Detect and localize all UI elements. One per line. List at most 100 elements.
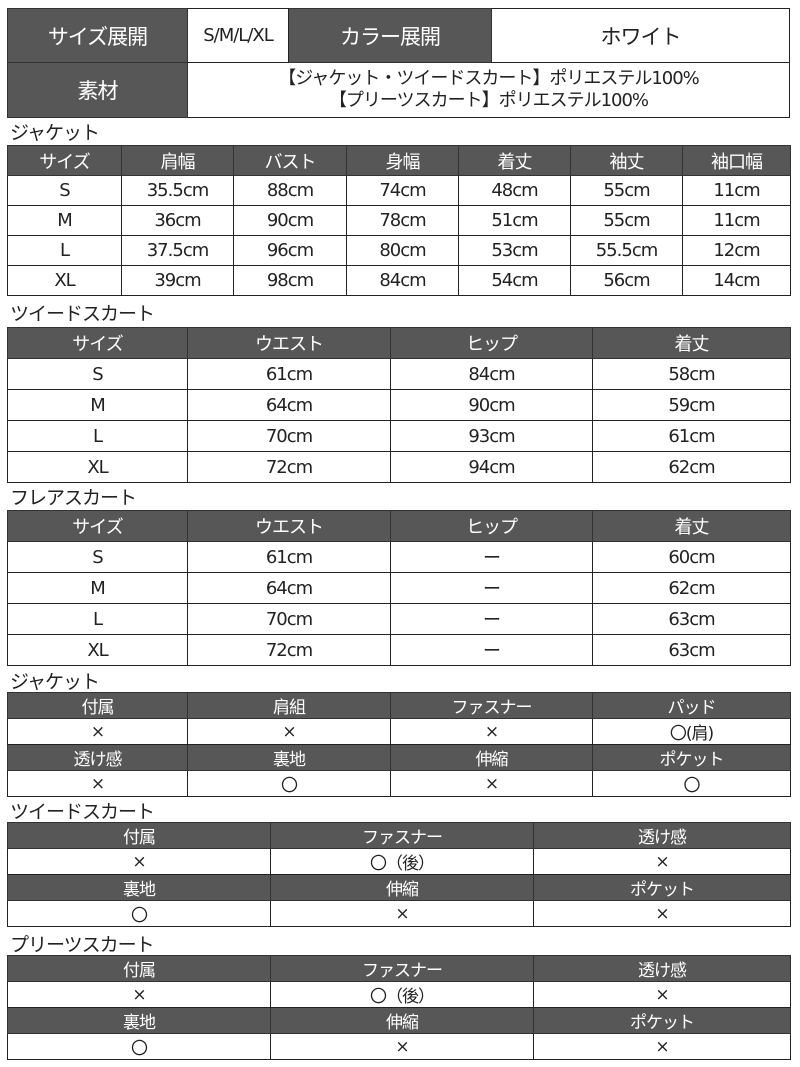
- material-line: 【プリーツスカート】ポリエステル100%: [328, 90, 649, 111]
- attribute-value: ×: [533, 981, 791, 1008]
- attribute-header: 付属: [7, 822, 271, 849]
- measure-cell: 14cm: [682, 265, 791, 296]
- measure-cell: 96cm: [233, 235, 347, 266]
- table-row: M 36cm 90cm 78cm 51cm 55cm 11cm: [7, 205, 791, 236]
- attribute-value: 〇(肩): [592, 718, 791, 745]
- size-cell: XL: [7, 451, 188, 483]
- attribute-value: 〇（後）: [270, 848, 534, 875]
- value-row: × 〇（後） ×: [7, 981, 791, 1008]
- size-cell: M: [7, 205, 122, 236]
- measure-cell: 64cm: [187, 389, 391, 421]
- attribute-header: 裏地: [7, 874, 271, 901]
- measure-cell: 39cm: [121, 265, 234, 296]
- measure-cell: 70cm: [187, 603, 391, 635]
- column-header: 袖口幅: [682, 145, 791, 176]
- column-header: 着丈: [458, 145, 571, 176]
- measure-cell: 63cm: [592, 634, 791, 666]
- column-header: 着丈: [592, 327, 791, 359]
- measure-cell: 54cm: [458, 265, 571, 296]
- table-row: XL 72cm 94cm 62cm: [7, 451, 791, 483]
- section-title: ツイードスカート: [10, 303, 155, 325]
- attribute-header: 伸縮: [390, 744, 593, 771]
- column-header: サイズ: [7, 510, 188, 542]
- measure-cell: 55.5cm: [570, 235, 683, 266]
- column-header: バスト: [233, 145, 347, 176]
- attribute-header: ポケット: [533, 1007, 791, 1034]
- table-row: L 37.5cm 96cm 80cm 53cm 55.5cm 12cm: [7, 235, 791, 266]
- attribute-header: 肩組: [187, 692, 391, 719]
- measure-cell: 84cm: [390, 358, 593, 390]
- attribute-value: ×: [187, 718, 391, 745]
- attribute-value: ×: [7, 848, 271, 875]
- attribute-header: パッド: [592, 692, 791, 719]
- size-cell: XL: [7, 634, 188, 666]
- measure-cell: 94cm: [390, 451, 593, 483]
- measure-cell: 36cm: [121, 205, 234, 236]
- value-row: × × × 〇(肩): [7, 718, 791, 745]
- measure-cell: 78cm: [346, 205, 459, 236]
- value-row: × 〇 × 〇: [7, 770, 791, 797]
- column-header: ヒップ: [390, 510, 593, 542]
- measure-cell: 37.5cm: [121, 235, 234, 266]
- section-title: フレアスカート: [10, 487, 137, 509]
- measure-cell: 62cm: [592, 572, 791, 604]
- table-row: XL 72cm ー 63cm: [7, 634, 791, 666]
- attribute-value: ×: [7, 981, 271, 1008]
- section-title: ツイードスカート: [10, 801, 155, 823]
- attribute-value: ×: [533, 848, 791, 875]
- attribute-value: ×: [270, 1033, 534, 1060]
- table-row: S 61cm ー 60cm: [7, 541, 791, 573]
- measure-cell: 55cm: [570, 205, 683, 236]
- attribute-value: 〇: [7, 900, 271, 927]
- attribute-value: ×: [7, 718, 188, 745]
- measure-cell: 11cm: [682, 205, 791, 236]
- header-row: 裏地 伸縮 ポケット: [7, 1007, 791, 1034]
- size-table: サイズ ウエスト ヒップ 着丈 S 61cm ー 60cm M 64cm ー 62cm L 70cm ー 63…: [7, 510, 791, 666]
- measure-cell: 88cm: [233, 175, 347, 206]
- measure-cell: ー: [390, 603, 593, 635]
- attribute-header: 付属: [7, 955, 271, 982]
- measure-cell: 90cm: [390, 389, 593, 421]
- header-row: サイズ ウエスト ヒップ 着丈: [7, 510, 791, 542]
- table-row: L 70cm 93cm 61cm: [7, 420, 791, 452]
- column-header: サイズ: [7, 327, 188, 359]
- size-cell: L: [7, 235, 122, 266]
- attribute-value: 〇（後）: [270, 981, 534, 1008]
- attribute-table: 付属 ファスナー 透け感 × 〇（後） × 裏地 伸縮 ポケット〇 × ×: [7, 955, 791, 1060]
- material-line: 【ジャケット・ツイードスカート】ポリエステル100%: [278, 68, 700, 89]
- measure-cell: 12cm: [682, 235, 791, 266]
- table-row: M 64cm ー 62cm: [7, 572, 791, 604]
- header-row: サイズ 肩幅 バスト 身幅 着丈 袖丈 袖口幅: [7, 145, 791, 176]
- measure-cell: 74cm: [346, 175, 459, 206]
- attribute-table: 付属 肩組 ファスナー パッド × × × 〇(肩) 透け感 裏地 伸縮 ポケット × 〇 × 〇: [7, 692, 791, 797]
- size-range-value: S/M/L/XL: [187, 8, 289, 63]
- size-cell: S: [7, 541, 188, 573]
- table-row: S 61cm 84cm 58cm: [7, 358, 791, 390]
- size-cell: L: [7, 603, 188, 635]
- measure-cell: 55cm: [570, 175, 683, 206]
- material-label: 素材: [7, 62, 188, 118]
- size-cell: S: [7, 175, 122, 206]
- header-row: サイズ ウエスト ヒップ 着丈: [7, 327, 791, 359]
- measure-cell: 90cm: [233, 205, 347, 236]
- header-row: 透け感 裏地 伸縮 ポケット: [7, 744, 791, 771]
- measure-cell: 70cm: [187, 420, 391, 452]
- attribute-value: 〇: [7, 1033, 271, 1060]
- column-header: ウエスト: [187, 510, 391, 542]
- measure-cell: 93cm: [390, 420, 593, 452]
- column-header: 肩幅: [121, 145, 234, 176]
- measure-cell: 72cm: [187, 634, 391, 666]
- measure-cell: 61cm: [187, 358, 391, 390]
- measure-cell: 11cm: [682, 175, 791, 206]
- attribute-value: ×: [533, 900, 791, 927]
- measure-cell: 53cm: [458, 235, 571, 266]
- measure-cell: 61cm: [592, 420, 791, 452]
- column-header: サイズ: [7, 145, 122, 176]
- attribute-header: 透け感: [533, 955, 791, 982]
- attribute-header: 伸縮: [270, 1007, 534, 1034]
- column-header: ウエスト: [187, 327, 391, 359]
- measure-cell: 59cm: [592, 389, 791, 421]
- header-row: 裏地 伸縮 ポケット: [7, 874, 791, 901]
- table-row: XL 39cm 98cm 84cm 54cm 56cm 14cm: [7, 265, 791, 296]
- attribute-value: ×: [533, 1033, 791, 1060]
